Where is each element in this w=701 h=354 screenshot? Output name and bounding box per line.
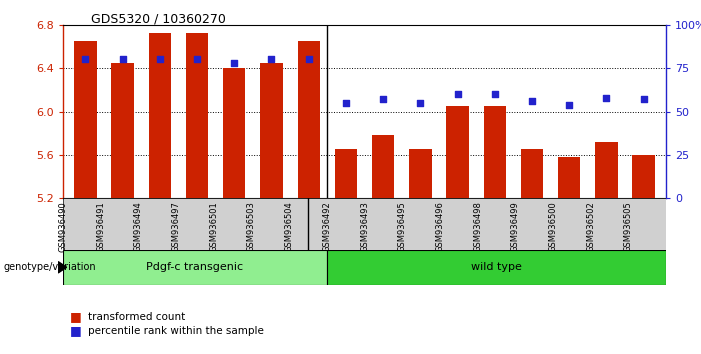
Point [191,57,203,62]
Point [80,57,91,62]
Point [266,57,277,62]
Bar [372,135,394,198]
Bar [186,34,208,198]
Text: ■: ■ [70,310,82,323]
Text: GSM936497: GSM936497 [172,201,181,252]
Bar [409,149,432,198]
Point [489,91,501,97]
Point [340,100,351,106]
Bar [558,157,580,198]
Text: GSM936499: GSM936499 [511,201,519,252]
Bar [521,149,543,198]
Bar [111,63,134,198]
Text: genotype/variation: genotype/variation [4,262,96,272]
Text: percentile rank within the sample: percentile rank within the sample [88,326,264,336]
Bar [335,149,357,198]
Point [638,97,649,102]
Point [229,60,240,66]
FancyBboxPatch shape [327,250,666,285]
Bar [223,68,245,198]
Text: Pdgf-c transgenic: Pdgf-c transgenic [147,262,243,272]
Point [564,102,575,107]
Bar [447,106,469,198]
Text: GSM936505: GSM936505 [624,201,633,252]
Text: GSM936494: GSM936494 [134,201,143,252]
Point [415,100,426,106]
Text: GSM936500: GSM936500 [548,201,557,252]
Text: GSM936504: GSM936504 [285,201,294,252]
Point [526,98,538,104]
FancyBboxPatch shape [63,250,327,285]
Text: GSM936502: GSM936502 [586,201,595,252]
Text: wild type: wild type [471,262,522,272]
Bar [632,155,655,198]
Text: GSM936496: GSM936496 [435,201,444,252]
Bar [484,106,506,198]
Point [117,57,128,62]
Text: GSM936490: GSM936490 [59,201,67,252]
Point [154,57,165,62]
Polygon shape [58,262,67,273]
Point [452,91,463,97]
Text: ■: ■ [70,325,82,337]
Text: GSM936503: GSM936503 [247,201,256,252]
Text: GSM936495: GSM936495 [397,201,407,252]
FancyBboxPatch shape [63,198,666,250]
Bar [595,142,618,198]
Point [303,57,314,62]
Bar [149,34,171,198]
Point [601,95,612,101]
Text: GSM936501: GSM936501 [210,201,218,252]
Text: GSM936492: GSM936492 [322,201,332,252]
Bar [297,41,320,198]
Text: transformed count: transformed count [88,312,185,322]
Bar [260,63,283,198]
Text: GSM936493: GSM936493 [360,201,369,252]
Text: GSM936491: GSM936491 [96,201,105,252]
Point [378,97,389,102]
Text: GDS5320 / 10360270: GDS5320 / 10360270 [91,12,226,25]
Bar [74,41,97,198]
Text: GSM936498: GSM936498 [473,201,482,252]
